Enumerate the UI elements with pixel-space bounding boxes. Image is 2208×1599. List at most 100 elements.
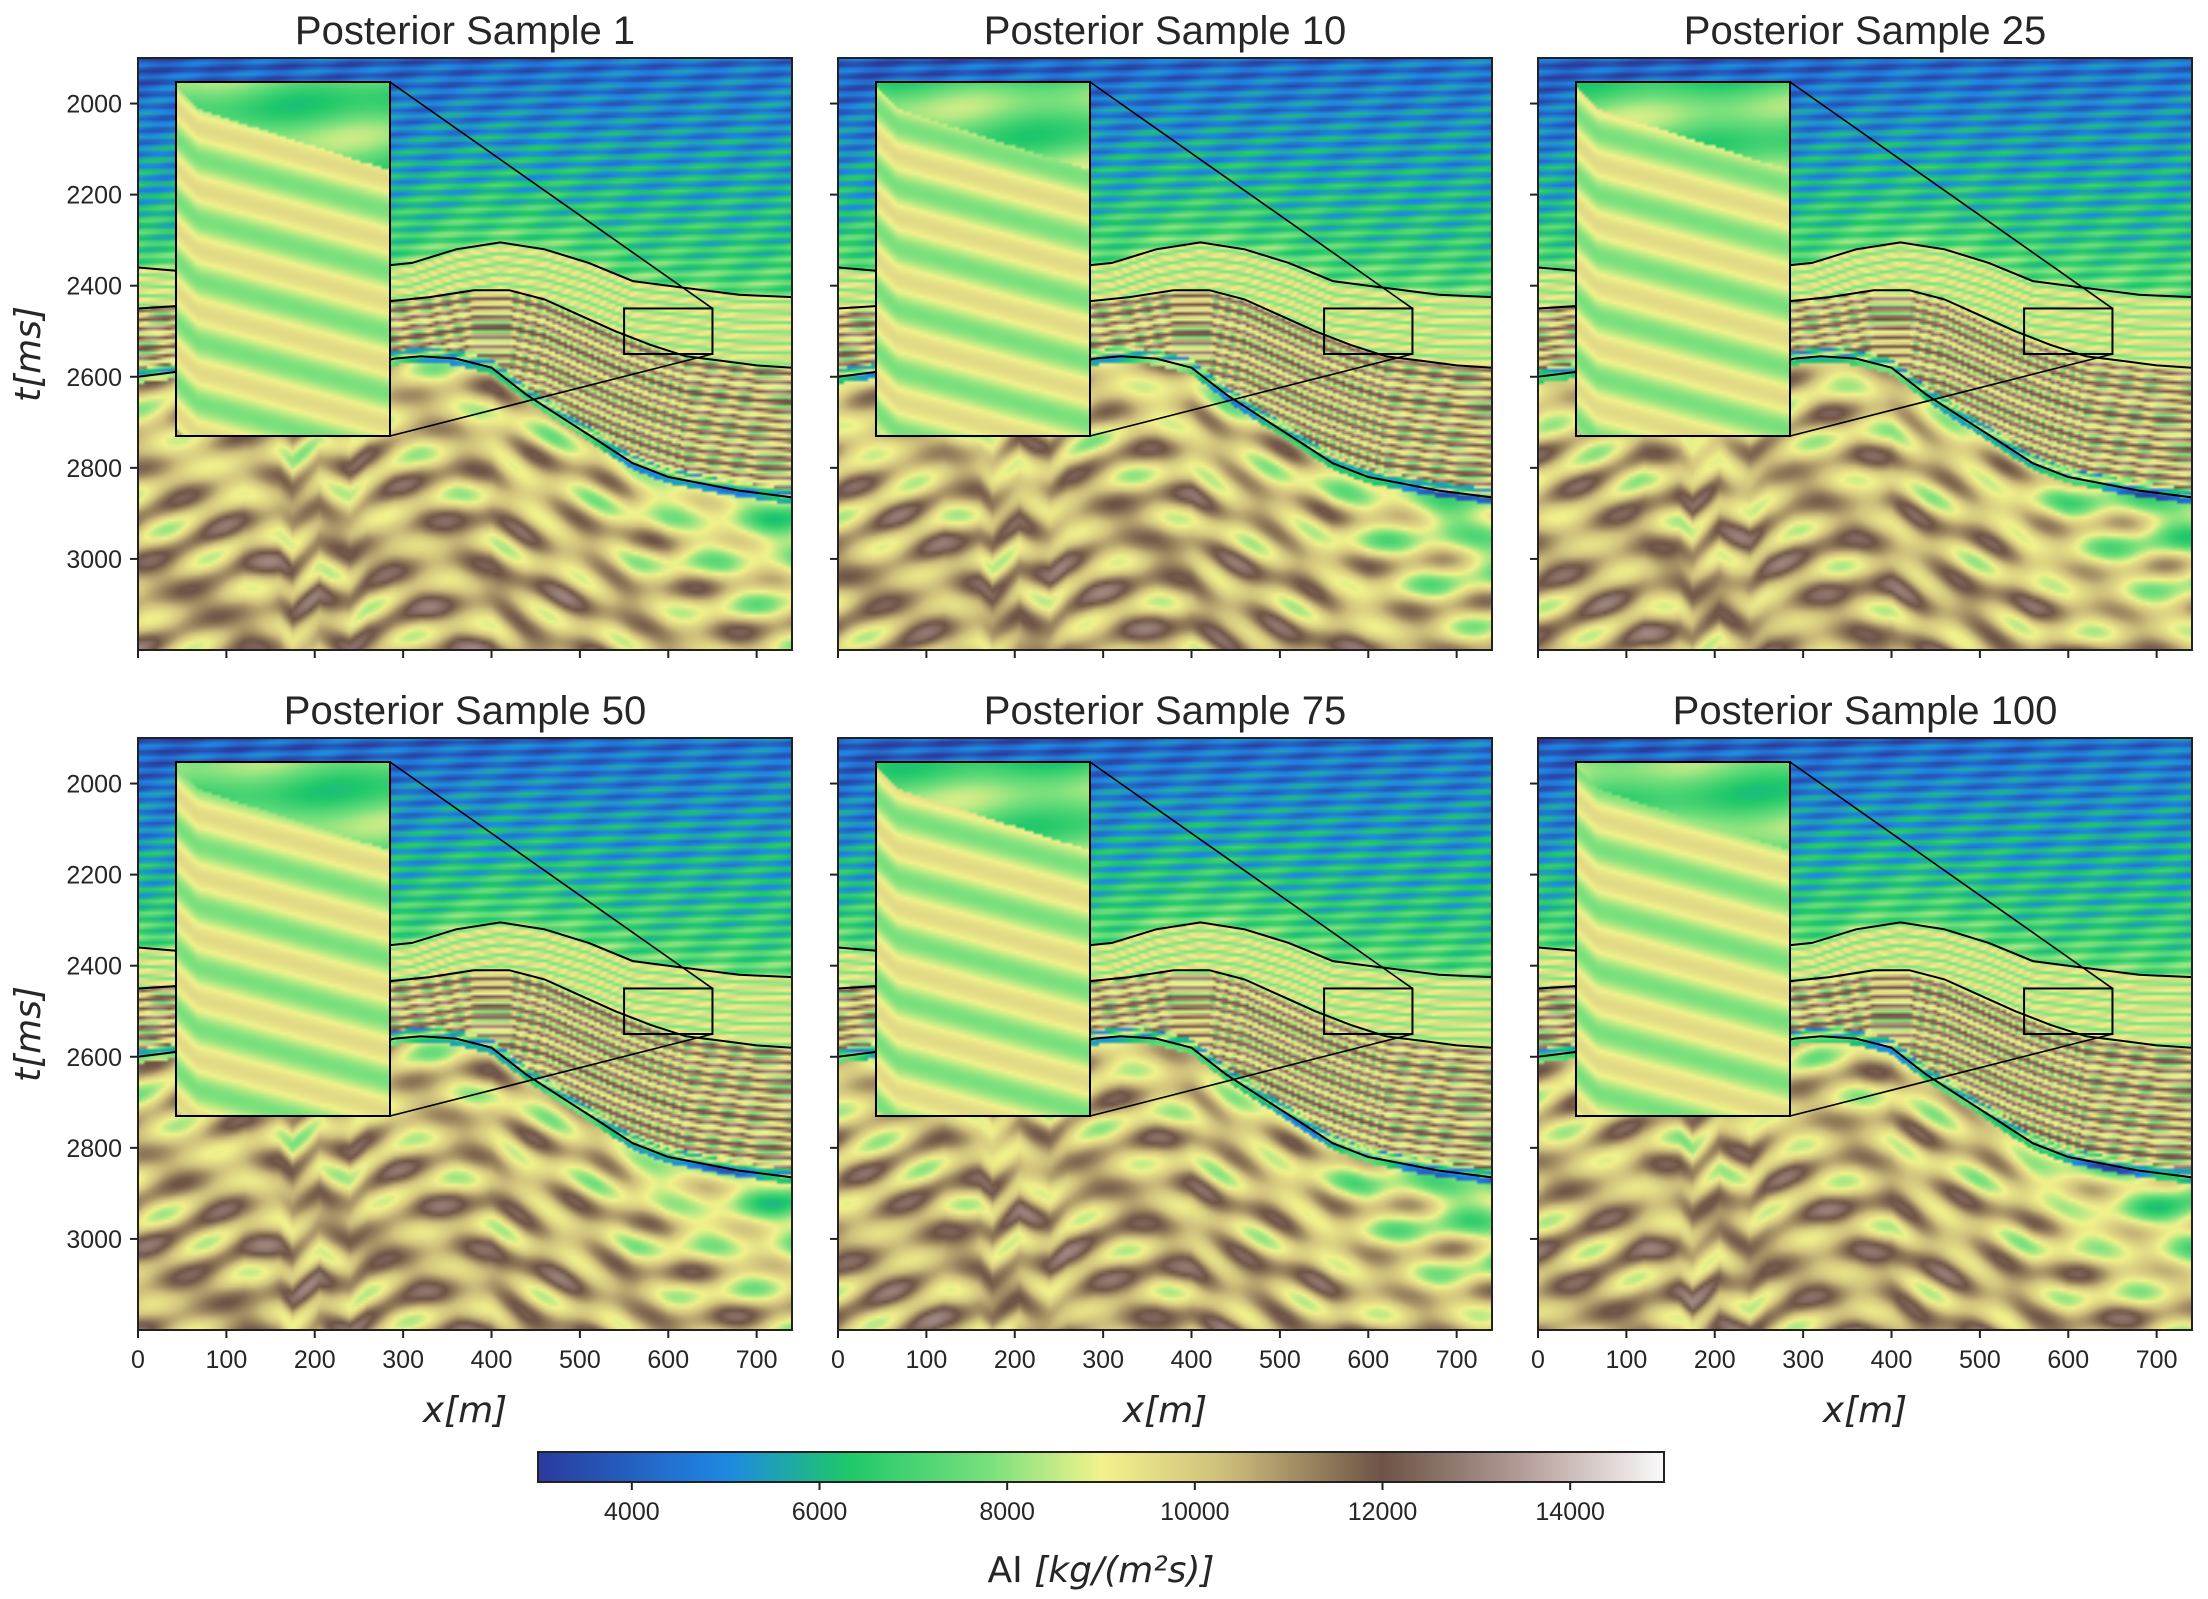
panel-title: Posterior Sample 75 [984, 689, 1346, 733]
y-tick-label: 2200 [66, 862, 122, 890]
x-tick-label: 300 [1082, 1346, 1124, 1374]
panel-title: Posterior Sample 10 [984, 9, 1346, 53]
x-axis-label: x[m] [422, 1390, 507, 1431]
connector-line [1089, 1033, 1413, 1117]
connector-line [389, 353, 713, 437]
x-tick-label: 600 [647, 1346, 689, 1374]
y-tick-label: 2000 [66, 91, 122, 119]
x-tick-label: 600 [2047, 1346, 2089, 1374]
y-tick-label: 2800 [66, 1135, 122, 1163]
x-tick-label: 700 [736, 1346, 778, 1374]
y-tick-label: 2000 [66, 771, 122, 799]
x-tick-label: 200 [994, 1346, 1036, 1374]
x-tick-label: 400 [471, 1346, 513, 1374]
axes-frame [1537, 57, 2193, 651]
colorbar-gradient [537, 1451, 1665, 1483]
inset-image [876, 762, 1090, 1116]
y-tick-label: 3000 [66, 1226, 122, 1254]
inset-frame [175, 761, 391, 1117]
axes-frame [137, 737, 793, 1331]
panel-title: Posterior Sample 1 [295, 9, 635, 53]
colorbar-tick-label: 6000 [792, 1498, 848, 1526]
y-axis-label: t[ms] [8, 306, 49, 402]
zoom-region-box [2023, 987, 2114, 1036]
inset-image [876, 82, 1090, 436]
colorbar-tick-label: 12000 [1348, 1498, 1418, 1526]
y-tick-label: 2800 [66, 455, 122, 483]
x-tick-label: 0 [131, 1346, 145, 1374]
x-tick-label: 700 [1436, 1346, 1478, 1374]
x-tick-label: 0 [1531, 1346, 1545, 1374]
colorbar-tick-label: 10000 [1160, 1498, 1230, 1526]
connector-line [389, 1033, 713, 1117]
connector-line [1089, 761, 1413, 990]
connector-line [1789, 81, 2113, 310]
y-tick-label: 2600 [66, 1044, 122, 1072]
zoom-region-box [1323, 987, 1414, 1036]
inset-frame [875, 81, 1091, 437]
colorbar-label: AI [kg/(m²s)] [988, 1550, 1215, 1591]
inset-frame [175, 81, 391, 437]
x-axis-label: x[m] [1122, 1390, 1207, 1431]
x-tick-label: 500 [559, 1346, 601, 1374]
connector-line [1789, 1033, 2113, 1117]
y-tick-label: 2400 [66, 273, 122, 301]
zoom-region-box [1323, 307, 1414, 356]
colorbar: 4000 6000 8000 10000 12000 14000 AI [kg/(m²s)] [537, 1451, 1665, 1591]
connector-line [389, 761, 713, 990]
inset-image [1576, 82, 1790, 436]
y-tick-label: 2600 [66, 364, 122, 392]
x-tick-label: 0 [831, 1346, 845, 1374]
panel-1: Posterior Sample 1 2000 2200 2400 2600 2800 30… [8, 9, 793, 658]
x-tick-label: 200 [1694, 1346, 1736, 1374]
axes-frame [837, 737, 1493, 1331]
panel-2: Posterior Sample 10 [830, 9, 1493, 658]
panel-title: Posterior Sample 50 [284, 689, 646, 733]
x-tick-label: 400 [1871, 1346, 1913, 1374]
axes-frame [137, 57, 793, 651]
connector-line [1789, 761, 2113, 990]
y-axis-label: t[ms] [8, 986, 49, 1082]
x-tick-label: 400 [1171, 1346, 1213, 1374]
y-tick-label: 2200 [66, 182, 122, 210]
zoom-region-box [623, 307, 714, 356]
inset-frame [1575, 81, 1791, 437]
inset-frame [875, 761, 1091, 1117]
connector-line [1789, 353, 2113, 437]
x-tick-label: 300 [382, 1346, 424, 1374]
x-tick-label: 200 [294, 1346, 336, 1374]
colorbar-tick-label: 14000 [1535, 1498, 1605, 1526]
panel-title: Posterior Sample 25 [1684, 9, 2046, 53]
x-tick-label: 100 [1606, 1346, 1648, 1374]
inset-image [1576, 762, 1790, 1116]
axes-frame [837, 57, 1493, 651]
x-tick-label: 700 [2136, 1346, 2178, 1374]
y-tick-label: 2400 [66, 953, 122, 981]
x-tick-label: 100 [906, 1346, 948, 1374]
panel-5: Posterior Sample 75 0 100 200 300 400 500 600 70… [830, 689, 1493, 1431]
x-axis-label: x[m] [1822, 1390, 1907, 1431]
x-tick-label: 600 [1347, 1346, 1389, 1374]
connector-line [389, 81, 713, 310]
panel-4: Posterior Sample 50 0 100 200 300 400 500 600 70… [8, 689, 793, 1431]
inset-image [176, 762, 390, 1116]
x-tick-label: 100 [206, 1346, 248, 1374]
y-tick-label: 3000 [66, 546, 122, 574]
connector-line [1089, 81, 1413, 310]
panel-6: Posterior Sample 100 0 100 200 300 400 500 600 7… [1530, 689, 2193, 1431]
colorbar-tick-label: 4000 [604, 1498, 660, 1526]
axes-frame [1537, 737, 2193, 1331]
zoom-region-box [623, 987, 714, 1036]
x-tick-label: 300 [1782, 1346, 1824, 1374]
inset-image [176, 82, 390, 436]
x-tick-label: 500 [1959, 1346, 2001, 1374]
connector-line [1089, 353, 1413, 437]
panel-3: Posterior Sample 25 [1530, 9, 2193, 658]
inset-frame [1575, 761, 1791, 1117]
colorbar-tick-label: 8000 [979, 1498, 1035, 1526]
x-tick-label: 500 [1259, 1346, 1301, 1374]
panel-title: Posterior Sample 100 [1673, 689, 2058, 733]
zoom-region-box [2023, 307, 2114, 356]
